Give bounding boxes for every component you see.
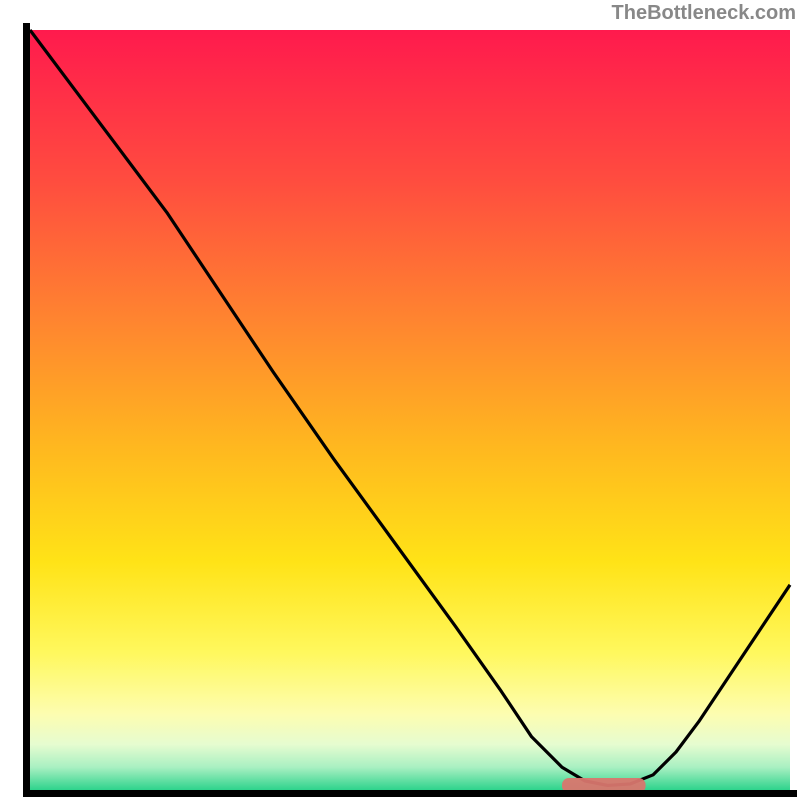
plot-background (30, 30, 790, 790)
y-axis-border (23, 23, 30, 797)
x-axis-border (23, 790, 797, 797)
chart-container: TheBottleneck.com (0, 0, 800, 800)
chart-svg (0, 0, 800, 800)
watermark-text: TheBottleneck.com (612, 2, 796, 25)
